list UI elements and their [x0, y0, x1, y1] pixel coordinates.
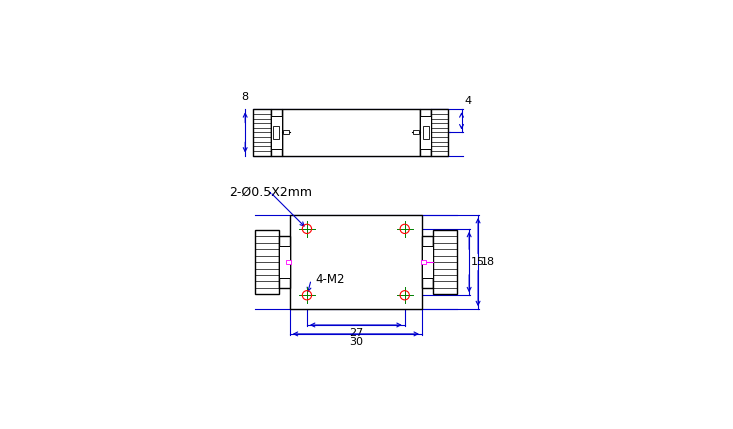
Text: 4-M2: 4-M2	[315, 273, 345, 286]
Bar	[273, 126, 279, 139]
Text: 27: 27	[349, 328, 363, 338]
Bar	[279, 246, 290, 278]
Bar	[422, 236, 433, 288]
Bar	[286, 260, 291, 264]
Text: 2-Ø0.5X2mm: 2-Ø0.5X2mm	[229, 185, 312, 198]
Text: 4: 4	[465, 96, 472, 106]
Text: 15: 15	[471, 257, 485, 267]
Bar	[422, 246, 433, 278]
Text: 18: 18	[481, 257, 495, 267]
Bar	[279, 236, 290, 288]
Bar	[421, 260, 426, 264]
Bar	[290, 215, 422, 309]
Bar	[420, 109, 431, 156]
Bar	[431, 109, 449, 156]
Bar	[283, 130, 289, 134]
Bar	[423, 126, 429, 139]
Bar	[254, 109, 271, 156]
Bar	[433, 230, 457, 294]
Text: 30: 30	[349, 337, 363, 347]
Bar	[271, 109, 281, 156]
Bar	[420, 116, 431, 149]
Text: 8: 8	[242, 92, 248, 102]
Bar	[281, 109, 420, 156]
Bar	[271, 116, 281, 149]
Bar	[255, 230, 279, 294]
Bar	[413, 130, 419, 134]
